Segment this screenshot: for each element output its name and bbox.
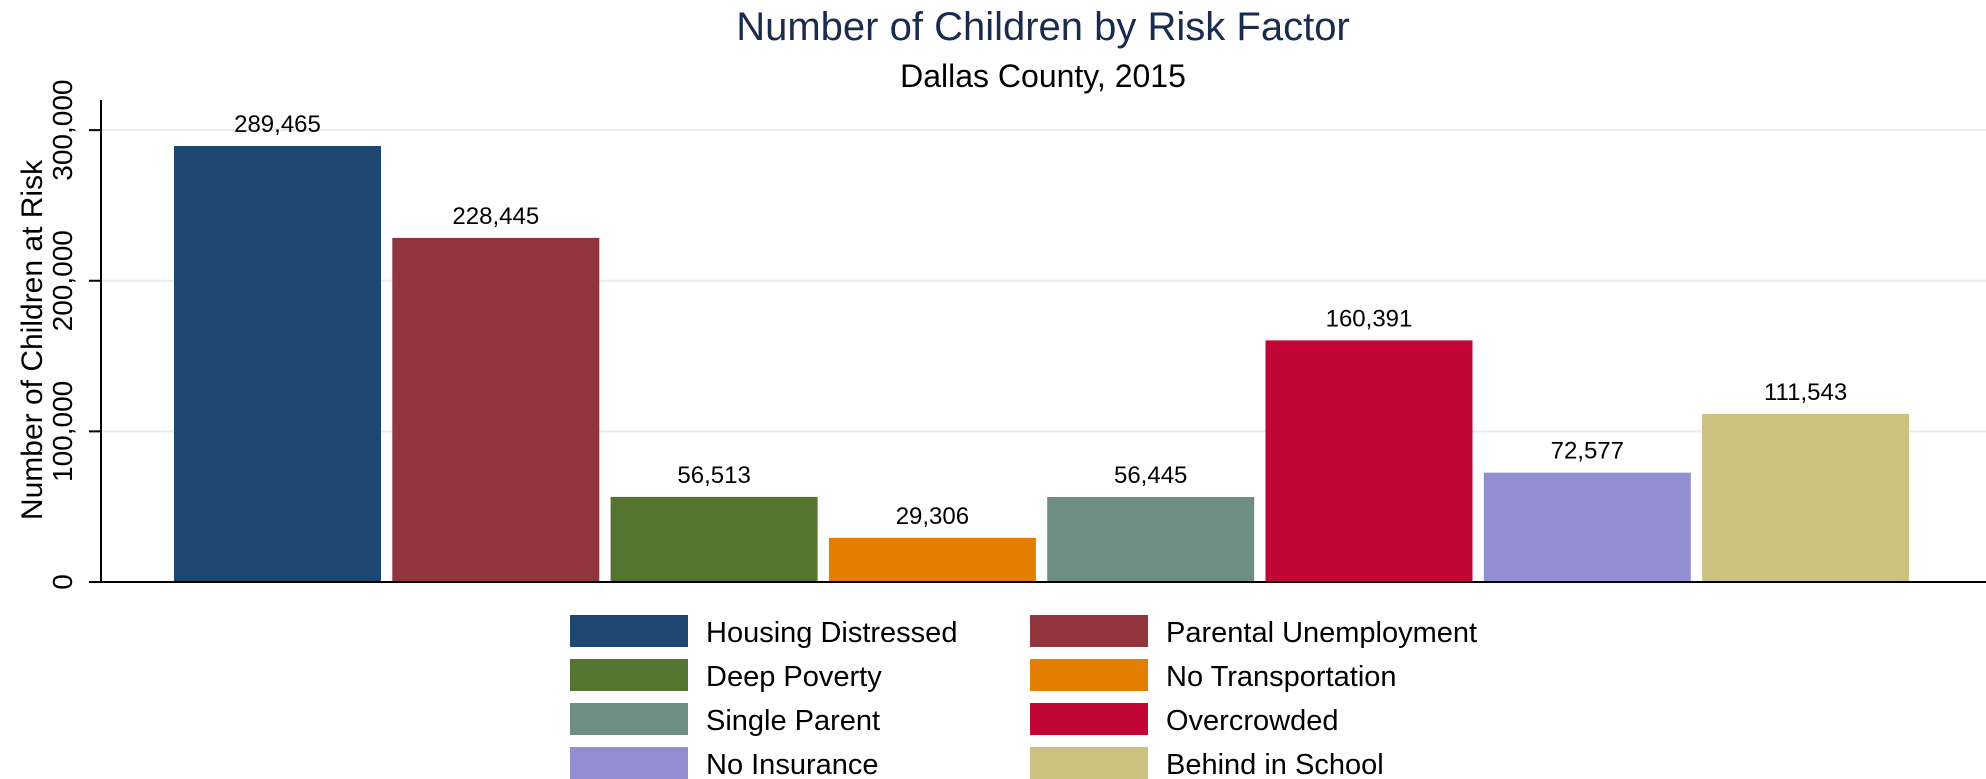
legend-swatch-no-transportation <box>1030 659 1148 691</box>
data-label-behind-in-school: 111,543 <box>1764 379 1847 406</box>
bar-behind-in-school <box>1702 413 1910 582</box>
bar-single-parent <box>1047 496 1255 582</box>
y-axis-label: Number of Children at Risk <box>16 159 49 520</box>
data-label-overcrowded: 160,391 <box>1326 305 1413 332</box>
data-label-deep-poverty: 56,513 <box>677 462 750 489</box>
legend-swatch-behind-in-school <box>1030 747 1148 779</box>
legend-label-no-transportation: No Transportation <box>1166 661 1397 693</box>
bar-no-insurance <box>1483 472 1691 582</box>
gridlines <box>101 129 1986 433</box>
chart-title: Number of Children by Risk Factor <box>736 5 1350 49</box>
legend-label-housing-distressed: Housing Distressed <box>706 617 957 649</box>
legend-swatch-no-insurance <box>570 747 688 779</box>
legend-swatch-single-parent <box>570 703 688 735</box>
legend-label-single-parent: Single Parent <box>706 705 880 737</box>
data-label-no-insurance: 72,577 <box>1551 438 1624 465</box>
legend-swatch-deep-poverty <box>570 659 688 691</box>
bar-parental-unemployment <box>392 237 600 582</box>
bar-overcrowded <box>1265 340 1473 582</box>
y-tick-label: 0 <box>47 574 78 590</box>
y-tick-label: 200,000 <box>47 230 78 331</box>
y-axis-ticks: 0 100,000 200,000 300,000 <box>47 80 101 590</box>
legend-swatch-parental-unemployment <box>1030 615 1148 647</box>
legend-swatch-overcrowded <box>1030 703 1148 735</box>
bar-deep-poverty <box>610 496 818 582</box>
bars <box>174 145 1910 582</box>
legend-label-no-insurance: No Insurance <box>706 749 879 779</box>
data-labels: 289,465 228,445 56,513 29,306 56,445 160,391 7… <box>234 111 1847 530</box>
data-label-parental-unemployment: 228,445 <box>452 203 539 230</box>
legend-label-parental-unemployment: Parental Unemployment <box>1166 617 1477 649</box>
legend-label-overcrowded: Overcrowded <box>1166 705 1338 737</box>
data-label-single-parent: 56,445 <box>1114 462 1187 489</box>
legend-label-deep-poverty: Deep Poverty <box>706 661 882 693</box>
data-label-housing-distressed: 289,465 <box>234 111 321 138</box>
y-tick-label: 100,000 <box>47 381 78 482</box>
data-label-no-transportation: 29,306 <box>896 503 969 530</box>
bar-no-transportation <box>828 537 1036 582</box>
legend-label-behind-in-school: Behind in School <box>1166 749 1384 779</box>
legend: Housing Distressed Parental Unemployment D… <box>570 615 1477 779</box>
bar-housing-distressed <box>174 145 381 582</box>
legend-swatch-housing-distressed <box>570 615 688 647</box>
chart-subtitle: Dallas County, 2015 <box>900 58 1186 94</box>
y-tick-label: 300,000 <box>47 80 78 181</box>
